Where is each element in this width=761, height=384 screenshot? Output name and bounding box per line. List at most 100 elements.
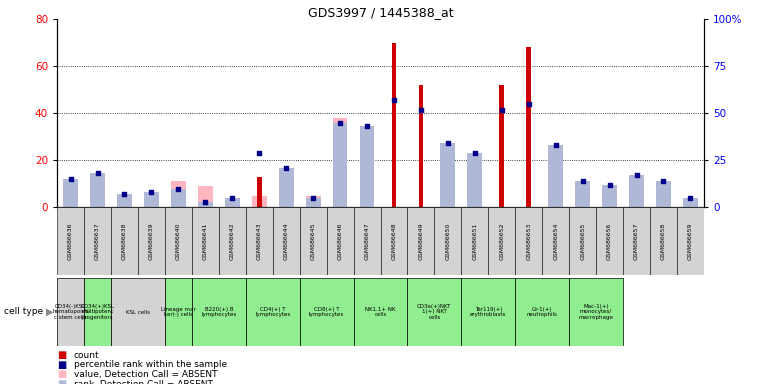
Text: GSM686652: GSM686652 xyxy=(499,222,505,260)
Bar xyxy=(300,207,326,275)
Bar xyxy=(171,182,186,207)
Bar xyxy=(117,200,132,207)
Text: ■: ■ xyxy=(57,360,66,370)
Text: percentile rank within the sample: percentile rank within the sample xyxy=(74,360,227,369)
Point xyxy=(172,185,184,192)
Text: GSM686655: GSM686655 xyxy=(580,222,585,260)
Bar xyxy=(407,278,461,346)
Text: Lineage mar
ker(-) cells: Lineage mar ker(-) cells xyxy=(161,306,196,318)
Bar xyxy=(683,198,698,207)
Text: GSM686649: GSM686649 xyxy=(419,222,423,260)
Bar xyxy=(360,130,374,207)
Bar xyxy=(602,185,617,207)
Point xyxy=(469,150,481,156)
Point xyxy=(145,189,158,195)
Text: GSM686645: GSM686645 xyxy=(310,222,316,260)
Text: GSM686659: GSM686659 xyxy=(688,222,693,260)
Text: B220(+) B
lymphocytes: B220(+) B lymphocytes xyxy=(201,306,237,318)
Bar xyxy=(219,207,246,275)
Text: Ter119(+)
erythroblasts: Ter119(+) erythroblasts xyxy=(470,306,507,318)
Point xyxy=(495,106,508,113)
Bar xyxy=(683,198,698,207)
Bar xyxy=(354,278,407,346)
Text: GDS3997 / 1445388_at: GDS3997 / 1445388_at xyxy=(307,6,454,19)
Bar xyxy=(63,200,78,207)
Bar xyxy=(300,278,354,346)
Bar xyxy=(279,168,294,207)
Text: ■: ■ xyxy=(57,350,66,360)
Bar xyxy=(111,278,165,346)
Text: GSM686644: GSM686644 xyxy=(284,222,288,260)
Bar xyxy=(360,126,374,207)
Text: Mac-1(+)
monocytes/
macrophage: Mac-1(+) monocytes/ macrophage xyxy=(578,304,613,320)
Bar xyxy=(224,200,240,207)
Text: GSM686639: GSM686639 xyxy=(149,222,154,260)
Text: ▶: ▶ xyxy=(46,307,53,317)
Text: CD34(+)KSL
multipotent
progenitors: CD34(+)KSL multipotent progenitors xyxy=(81,304,114,320)
Text: count: count xyxy=(74,351,100,360)
Bar xyxy=(198,186,213,207)
Bar xyxy=(144,192,159,207)
Bar xyxy=(656,200,671,207)
Text: CD3e(+)NKT
1(+) NKT
cells: CD3e(+)NKT 1(+) NKT cells xyxy=(417,304,451,320)
Point xyxy=(91,170,103,177)
Bar xyxy=(461,207,489,275)
Bar xyxy=(677,207,704,275)
Bar xyxy=(224,198,240,207)
Point xyxy=(442,140,454,146)
Bar xyxy=(333,123,348,207)
Bar xyxy=(198,202,213,207)
Bar xyxy=(435,207,461,275)
Bar xyxy=(467,177,482,207)
Point xyxy=(658,178,670,184)
Bar xyxy=(144,198,159,207)
Text: CD8(+) T
lymphocytes: CD8(+) T lymphocytes xyxy=(309,306,344,318)
Text: GSM686651: GSM686651 xyxy=(473,222,477,260)
Text: GSM686654: GSM686654 xyxy=(553,222,558,260)
Text: GSM686643: GSM686643 xyxy=(256,222,262,260)
Point xyxy=(119,191,131,197)
Bar xyxy=(246,278,300,346)
Bar xyxy=(57,278,84,346)
Text: GSM686637: GSM686637 xyxy=(95,222,100,260)
Bar xyxy=(57,207,84,275)
Bar xyxy=(306,198,320,207)
Text: NK1.1+ NK
cells: NK1.1+ NK cells xyxy=(365,306,396,318)
Point xyxy=(415,106,427,113)
Bar xyxy=(461,278,515,346)
Text: ■: ■ xyxy=(57,379,66,384)
Text: GSM686641: GSM686641 xyxy=(203,222,208,260)
Bar xyxy=(515,207,543,275)
Bar xyxy=(380,207,407,275)
Point xyxy=(226,195,238,201)
Text: GSM686656: GSM686656 xyxy=(607,222,612,260)
Text: GSM686653: GSM686653 xyxy=(527,222,531,260)
Bar xyxy=(499,85,505,207)
Bar xyxy=(548,145,563,207)
Bar xyxy=(543,207,569,275)
Text: CD34(-)KSL
hematopoieti
c stem cells: CD34(-)KSL hematopoieti c stem cells xyxy=(53,304,89,320)
Bar xyxy=(138,207,165,275)
Text: ■: ■ xyxy=(57,369,66,379)
Bar xyxy=(171,189,186,207)
Point xyxy=(523,101,535,107)
Text: rank, Detection Call = ABSENT: rank, Detection Call = ABSENT xyxy=(74,379,212,384)
Bar xyxy=(192,207,219,275)
Bar xyxy=(279,195,294,207)
Text: CD4(+) T
lymphocytes: CD4(+) T lymphocytes xyxy=(255,306,290,318)
Bar xyxy=(623,207,650,275)
Text: GSM686646: GSM686646 xyxy=(338,222,342,260)
Bar xyxy=(256,177,262,207)
Bar xyxy=(392,43,396,207)
Bar xyxy=(84,278,111,346)
Text: GSM686642: GSM686642 xyxy=(230,222,234,260)
Bar xyxy=(419,85,423,207)
Text: GSM686636: GSM686636 xyxy=(68,222,73,260)
Point xyxy=(199,199,212,205)
Bar xyxy=(63,179,78,207)
Text: Gr-1(+)
neutrophils: Gr-1(+) neutrophils xyxy=(527,306,558,318)
Bar xyxy=(117,194,132,207)
Point xyxy=(253,150,266,156)
Point xyxy=(65,176,77,182)
Point xyxy=(280,165,292,171)
